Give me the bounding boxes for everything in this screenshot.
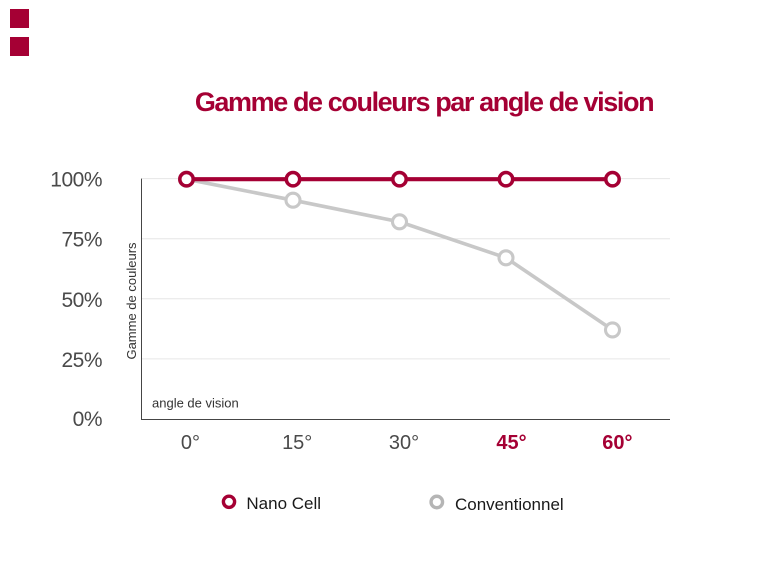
svg-text:Gamme de couleurs par angle de: Gamme de couleurs par angle de vision [195, 87, 653, 117]
svg-text:100%: 100% [50, 169, 102, 192]
svg-text:75%: 75% [61, 229, 102, 252]
svg-text:0%: 0% [73, 408, 102, 431]
svg-text:Conventionnel: Conventionnel [455, 495, 564, 514]
svg-text:60°: 60° [602, 432, 632, 454]
svg-text:25%: 25% [61, 349, 102, 372]
svg-text:15°: 15° [282, 432, 312, 454]
svg-text:angle de vision: angle de vision [152, 396, 239, 411]
svg-text:Gamme de couleurs: Gamme de couleurs [124, 242, 139, 360]
svg-text:45°: 45° [496, 432, 526, 454]
svg-text:50%: 50% [61, 289, 102, 312]
svg-text:30°: 30° [389, 432, 419, 454]
svg-text:0°: 0° [181, 432, 200, 454]
svg-text:Nano Cell: Nano Cell [246, 494, 321, 513]
